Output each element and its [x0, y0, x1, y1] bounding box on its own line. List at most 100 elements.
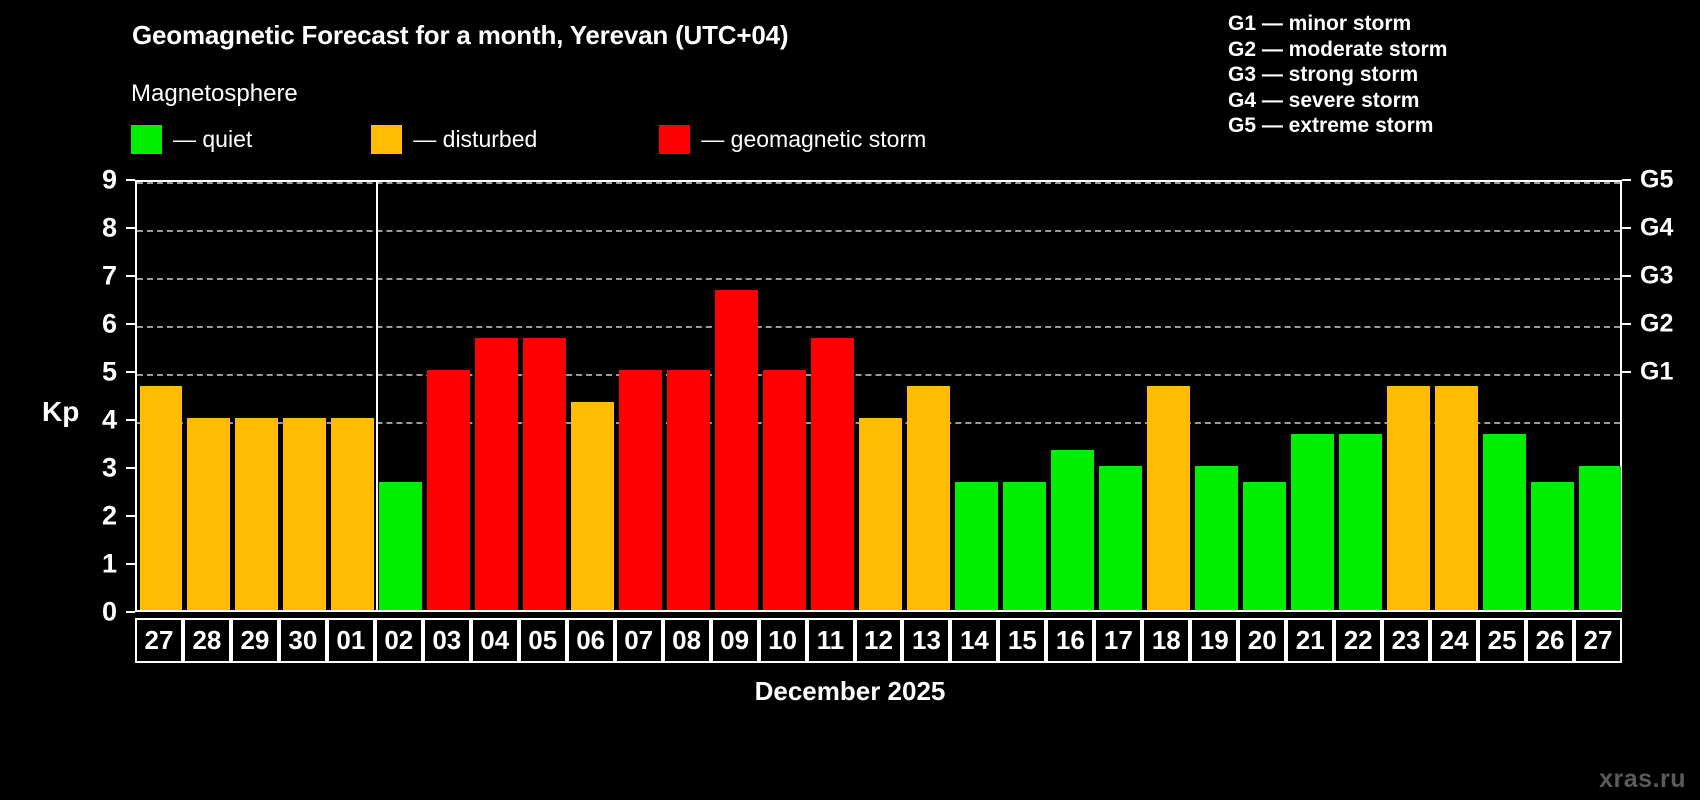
bar-day-27: [139, 385, 183, 610]
day-label-26: 23: [1382, 618, 1431, 663]
g-axis-label-g5: G5: [1640, 165, 1674, 194]
y-tick-mark-3: [126, 467, 135, 469]
bar-day-05: [523, 337, 567, 610]
bar-day-20: [1242, 481, 1286, 610]
day-label-1: 28: [182, 618, 231, 663]
g-axis-label-g2: G2: [1640, 309, 1674, 338]
watermark: xras.ru: [1599, 765, 1686, 793]
g-axis-tick-g4: [1622, 227, 1631, 229]
bar-day-15: [1002, 481, 1046, 610]
day-label-14: 11: [806, 618, 855, 663]
day-label-3: 30: [278, 618, 327, 663]
bar-day-21: [1290, 433, 1334, 610]
gridline-kp-6: [137, 326, 1620, 328]
bar-day-08: [667, 370, 711, 610]
g-legend-row-g4: G4 — severe storm: [1228, 88, 1420, 112]
g-legend-row-g5: G5 — extreme storm: [1228, 114, 1434, 137]
y-tick-label-0: 0: [101, 596, 117, 627]
bar-day-17: [1098, 466, 1142, 610]
gridline-kp-9: [137, 182, 1620, 184]
y-tick-label-5: 5: [101, 356, 117, 387]
day-label-27: 24: [1430, 618, 1479, 663]
gridline-kp-7: [137, 278, 1620, 280]
y-tick-label-1: 1: [101, 548, 117, 579]
y-tick-label-4: 4: [101, 404, 117, 435]
page-title: Geomagnetic Forecast for a month, Yereva…: [132, 20, 789, 50]
g-axis-tick-g5: [1622, 179, 1631, 181]
g-axis-label-g3: G3: [1640, 261, 1674, 290]
y-tick-label-9: 9: [101, 164, 117, 195]
g-legend-row-g3: G3 — strong storm: [1228, 63, 1419, 86]
day-label-0: 27: [135, 618, 183, 663]
day-label-7: 04: [470, 618, 519, 663]
day-label-23: 20: [1238, 618, 1287, 663]
day-label-22: 19: [1190, 618, 1239, 663]
bar-day-16: [1050, 450, 1094, 610]
g-axis-tick-g2: [1622, 323, 1631, 325]
bars-layer: [137, 182, 1622, 610]
legend-entry-disturbed: — disturbed: [371, 124, 538, 154]
y-tick-mark-8: [126, 227, 135, 229]
bar-day-24: [1434, 385, 1478, 610]
day-label-9: 06: [566, 618, 615, 663]
y-tick-label-6: 6: [101, 308, 117, 339]
x-axis-day-labels: 27 28 29 30 01 02 03 04 05 06 07 08 09 10 11 12 13 14 15 16…: [135, 618, 1622, 663]
day-label-21: 18: [1142, 618, 1191, 663]
day-label-11: 08: [662, 618, 711, 663]
x-axis-title: December 2025: [754, 676, 946, 706]
day-label-25: 22: [1334, 618, 1383, 663]
bar-day-11: [811, 337, 854, 610]
history-forecast-divider: [375, 182, 378, 610]
g-scale-legend: G1 — minor storm G2 — moderate storm G3 — …: [1228, 11, 1447, 139]
bar-day-03: [427, 370, 471, 610]
legend-entry-quiet: — quiet: [131, 124, 252, 154]
day-label-18: 15: [998, 618, 1047, 663]
y-tick-mark-7: [126, 275, 135, 277]
bar-day-02: [379, 481, 423, 610]
legend-swatch-disturbed: [371, 124, 403, 154]
bar-day-27: [1578, 466, 1622, 610]
day-label-20: 17: [1094, 618, 1143, 663]
day-label-15: 12: [854, 618, 903, 663]
y-tick-mark-4: [126, 419, 135, 421]
day-label-16: 13: [902, 618, 951, 663]
day-label-19: 16: [1046, 618, 1095, 663]
day-label-6: 03: [422, 618, 471, 663]
bar-day-01: [331, 418, 375, 610]
legend-swatch-quiet: [131, 124, 162, 154]
legend-label-disturbed: — disturbed: [413, 125, 538, 152]
y-tick-mark-1: [126, 563, 135, 565]
day-label-2: 29: [230, 618, 279, 663]
legend-swatch-geomagnetic-storm: [659, 124, 691, 154]
gridline-kp-5: [137, 374, 1620, 376]
legend-entry-geomagnetic-storm: — geomagnetic storm: [659, 124, 927, 154]
y-tick-mark-6: [126, 323, 135, 325]
legend-label-geomagnetic-storm: — geomagnetic storm: [701, 125, 927, 152]
bar-day-07: [619, 370, 663, 610]
y-axis-title: Kp: [42, 396, 80, 427]
y-tick-mark-5: [126, 371, 135, 373]
g-axis-label-g1: G1: [1640, 357, 1674, 386]
day-label-17: 14: [950, 618, 999, 663]
bar-day-25: [1482, 433, 1526, 610]
y-tick-mark-0: [126, 611, 135, 613]
y-tick-mark-2: [126, 515, 135, 517]
y-tick-label-2: 2: [101, 500, 117, 531]
y-tick-label-3: 3: [101, 452, 117, 483]
day-label-29: 26: [1526, 618, 1575, 663]
bar-day-22: [1338, 433, 1382, 610]
bar-day-28: [187, 418, 231, 610]
day-label-10: 07: [614, 618, 663, 663]
bar-day-06: [571, 402, 615, 610]
color-legend: — quiet — disturbed — geomagnetic storm: [131, 124, 926, 154]
day-label-5: 02: [374, 618, 423, 663]
g-axis-label-g4: G4: [1640, 213, 1674, 242]
bar-day-13: [906, 385, 950, 610]
y-tick-mark-9: [126, 179, 135, 181]
magnetosphere-label: Magnetosphere: [131, 80, 298, 107]
day-label-12: 09: [710, 618, 759, 663]
day-label-30: 27: [1574, 618, 1622, 663]
day-label-24: 21: [1286, 618, 1335, 663]
bar-day-18: [1146, 385, 1190, 610]
